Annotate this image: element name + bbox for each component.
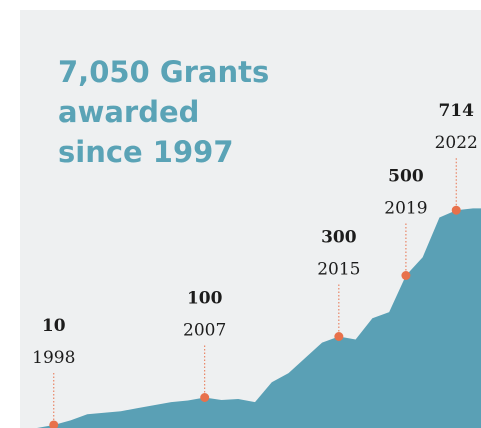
year-label: 2007 <box>183 321 226 341</box>
year-label: 1998 <box>32 348 75 368</box>
value-label: 714 <box>438 101 474 121</box>
value-label: 500 <box>388 167 424 187</box>
point <box>200 393 210 402</box>
value-label: 300 <box>321 228 357 248</box>
title-line: awarded <box>58 95 199 129</box>
value-label: 10 <box>42 316 66 336</box>
title-line: 7,050 Grants <box>58 55 269 89</box>
year-label: 2019 <box>384 199 427 219</box>
point <box>401 271 411 280</box>
title-line: since 1997 <box>58 135 234 169</box>
point <box>451 205 461 215</box>
value-label: 100 <box>187 289 223 309</box>
point <box>49 420 59 428</box>
year-label: 2015 <box>317 260 360 280</box>
area <box>37 208 481 428</box>
year-label: 2022 <box>435 133 478 153</box>
plot <box>37 158 481 428</box>
point <box>334 332 344 341</box>
